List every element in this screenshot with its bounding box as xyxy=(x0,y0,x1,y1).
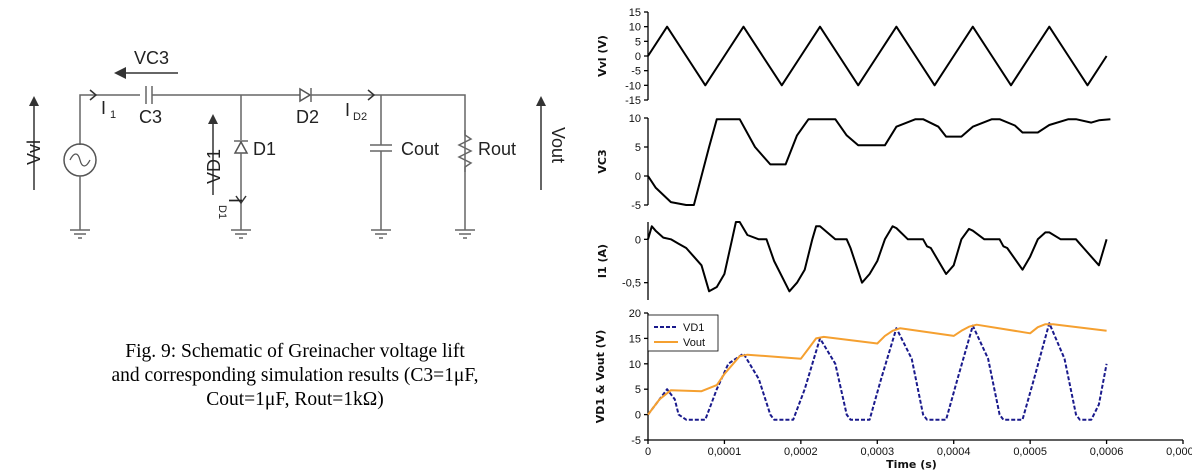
top-wire-right xyxy=(311,94,466,230)
y-tick-label-0-1: 10 xyxy=(629,22,641,34)
rout-label: Rout xyxy=(478,139,516,159)
d1-diode-symbol xyxy=(233,140,249,154)
vd1-arrowhead xyxy=(208,114,218,124)
series-line-2-0 xyxy=(647,221,1108,293)
y-tick-label-0-6: -15 xyxy=(625,95,641,107)
c3-label: C3 xyxy=(139,107,162,127)
caption-line-3: Cout=1μF, Rout=1kΩ) xyxy=(206,389,384,410)
y-tick-label-3-4: 0 xyxy=(635,410,641,422)
y-axis-label-3: VD1 & Vout (V) xyxy=(594,330,607,424)
id2-sub: D2 xyxy=(353,111,367,123)
cout-label: Cout xyxy=(401,139,439,159)
vc3-arrowhead xyxy=(114,67,126,79)
vout-arrowhead xyxy=(536,96,546,106)
vvl-label: Vvl xyxy=(24,140,44,165)
y-tick-label-1-3: -5 xyxy=(631,200,641,212)
vvl-arrowhead xyxy=(29,96,39,106)
legend-box xyxy=(647,314,719,352)
i1-label: I xyxy=(101,98,106,118)
vc3-label: VC3 xyxy=(134,48,169,68)
id1-sub: D1 xyxy=(216,205,228,219)
y-tick-label-0-4: -5 xyxy=(631,66,641,78)
y-tick-label-1-0: 10 xyxy=(629,113,641,125)
y-tick-label-3-1: 15 xyxy=(629,333,641,345)
d1-label: D1 xyxy=(253,139,276,159)
x-tick-label-3: 0,0003 xyxy=(860,446,894,458)
i1-arrow xyxy=(89,89,98,101)
x-tick-label-0: 0 xyxy=(645,446,651,458)
y-tick-label-3-0: 20 xyxy=(629,308,641,320)
y-tick-label-1-2: 0 xyxy=(635,171,641,183)
greinacher-schematic: VC3 I 1 C3 D2 I D2 Vvl VD1 D1 I D1 Cout xyxy=(24,48,568,239)
legend-label-0: VD1 xyxy=(683,322,704,334)
x-tick-label-2: 0,0002 xyxy=(784,446,818,458)
d2-label: D2 xyxy=(296,107,319,127)
y-axis-label-2: I1 (A) xyxy=(596,244,609,278)
caption-line-1: Fig. 9: Schematic of Greinacher voltage … xyxy=(125,341,465,362)
y-axis-label-1: VC3 xyxy=(596,149,609,173)
vd1-label: VD1 xyxy=(204,149,224,184)
series-line-1-0 xyxy=(647,118,1111,206)
caption-line-2: and corresponding simulation results (C3… xyxy=(111,365,479,386)
y-tick-label-2-0: 0 xyxy=(635,234,641,246)
x-tick-label-5: 0,0005 xyxy=(1013,446,1047,458)
source-top-wire xyxy=(79,94,140,145)
series-line-3-vd1 xyxy=(647,322,1108,421)
i1-sub: 1 xyxy=(110,109,116,121)
d2-diode-symbol xyxy=(299,87,312,103)
x-tick-label-4: 0,0004 xyxy=(937,446,971,458)
rout-resistor-symbol xyxy=(457,130,473,172)
sine-wave-icon xyxy=(69,153,91,167)
y-tick-label-1-1: 5 xyxy=(635,142,641,154)
x-tick-label-7: 0,0007 xyxy=(1166,446,1192,458)
id2-label: I xyxy=(345,100,350,120)
legend-label-1: Vout xyxy=(683,337,705,349)
series-line-0-0 xyxy=(647,25,1108,87)
y-tick-label-3-5: -5 xyxy=(631,435,641,447)
y-tick-label-3-3: 5 xyxy=(635,384,641,396)
y-tick-label-0-2: 5 xyxy=(635,36,641,48)
series-line-3-vout xyxy=(647,323,1107,416)
id1-arrow xyxy=(235,195,247,205)
y-tick-label-0-3: 0 xyxy=(635,51,641,63)
ground-icon-cout xyxy=(371,229,391,239)
y-axis-label-0: Vvl (V) xyxy=(596,35,609,77)
x-tick-label-1: 0,0001 xyxy=(708,446,742,458)
x-tick-label-6: 0,0006 xyxy=(1090,446,1124,458)
simulation-plots: 15 10 5 0 -5 -10 -15 Vvl (V) 10 5 0 -5 VC3 0 -0,5 I1 (A… xyxy=(594,7,1192,471)
vout-label: Vout xyxy=(548,127,568,163)
y-tick-label-0-0: 15 xyxy=(629,7,641,19)
figure-caption: Fig. 9: Schematic of Greinacher voltage … xyxy=(10,340,580,412)
ground-icon-d1 xyxy=(231,229,251,239)
ground-icon-rout xyxy=(455,229,475,239)
ground-icon-source xyxy=(70,229,90,239)
y-tick-label-0-5: -10 xyxy=(625,80,641,92)
y-tick-label-2-1: -0,5 xyxy=(622,278,641,290)
x-axis-label: Time (s) xyxy=(886,458,937,471)
y-tick-label-3-2: 10 xyxy=(629,359,641,371)
id1-label: I xyxy=(225,198,245,203)
id2-arrow xyxy=(367,89,376,101)
